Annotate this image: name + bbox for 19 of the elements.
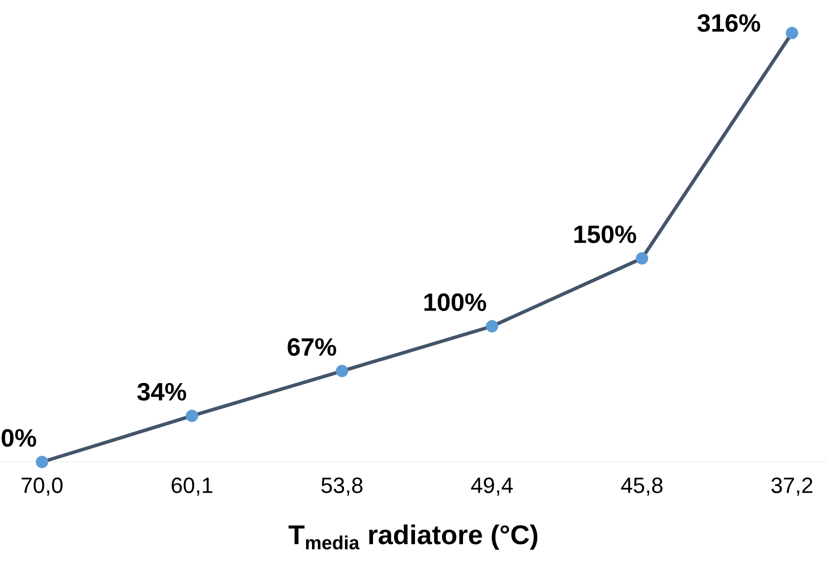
x-tick-label: 60,1 <box>172 478 212 496</box>
data-label: 316% <box>697 14 760 32</box>
data-label: 34% <box>137 382 186 401</box>
point <box>786 26 798 40</box>
data-label: 0% <box>2 429 36 447</box>
x-tick-label: 53,8 <box>321 478 362 496</box>
data-label: 150% <box>574 225 636 244</box>
point <box>486 320 498 332</box>
point <box>336 364 348 378</box>
x-tick-label: 37,2 <box>771 478 812 496</box>
point <box>36 456 48 468</box>
x-tick-label: 49,4 <box>471 478 513 496</box>
point <box>636 252 648 265</box>
data-label: 100% <box>424 293 486 312</box>
x-tick-label: 45,8 <box>621 478 662 496</box>
data-label: 67% <box>288 338 336 356</box>
point <box>186 410 198 422</box>
x-tick-label: 70,0 <box>22 478 63 496</box>
x-axis-title: T$_{media}$ radiatore (°C) <box>288 524 538 550</box>
